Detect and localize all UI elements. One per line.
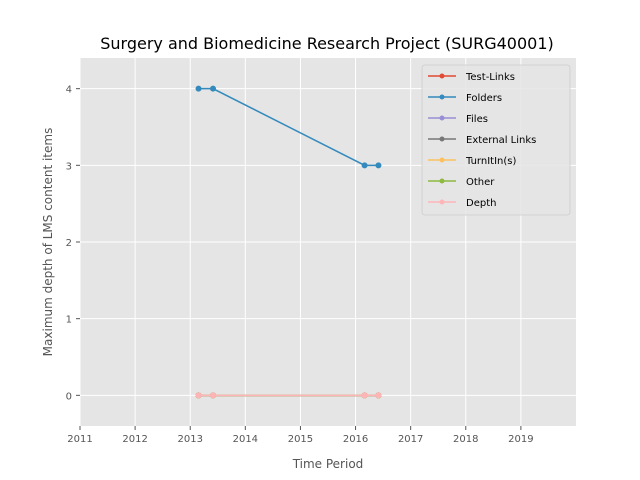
y-tick-label: 3 [66,161,72,172]
legend-label: Folders [466,93,502,104]
legend-marker [439,136,445,142]
legend: Test-Links Folders Files External Links Turn… [421,64,571,216]
x-axis-ticks: 2011 2012 2013 2014 2015 2016 2017 2018 2019 [67,426,534,445]
legend-item: Folders [428,93,502,104]
x-tick-label: 2011 [67,434,92,445]
x-tick-label: 2015 [288,434,313,445]
legend-label: External Links [466,135,536,146]
x-axis-label: Time Period [292,457,364,471]
legend-item: Other [428,177,495,188]
legend-label: Depth [466,198,496,209]
data-point [195,392,202,399]
legend-marker [439,178,445,184]
y-tick-label: 4 [66,85,72,96]
chart-title: Surgery and Biomedicine Research Project… [100,34,554,53]
legend-marker [439,94,445,100]
data-point [195,85,202,92]
legend-item: External Links [428,135,536,146]
x-tick-label: 2017 [398,434,423,445]
legend-item: TurnItIn(s) [428,156,516,167]
data-point [361,392,368,399]
legend-item: Depth [428,198,496,209]
x-tick-label: 2012 [122,434,147,445]
series-line [198,87,379,167]
data-point [375,392,382,399]
y-axis-label: Maximum depth of LMS content items [41,128,55,357]
y-tick-label: 1 [66,315,72,326]
y-tick-label: 0 [66,391,72,402]
legend-label: Files [466,114,488,125]
legend-box [421,64,571,216]
x-tick-label: 2019 [508,434,533,445]
x-tick-label: 2013 [177,434,202,445]
series-depth [195,392,382,399]
legend-label: Other [466,177,495,188]
series-layer [195,85,382,399]
legend-marker [439,199,445,205]
legend-marker [439,115,445,121]
x-tick-label: 2016 [343,434,368,445]
x-tick-label: 2014 [233,434,258,445]
data-point [210,85,217,92]
x-tick-label: 2018 [453,434,478,445]
y-tick-label: 2 [66,238,72,249]
data-point [375,162,382,169]
legend-marker [439,157,445,163]
data-point [361,162,368,169]
legend-label: Test-Links [465,72,515,83]
data-point [210,392,217,399]
y-axis-ticks: 0 1 2 3 4 [66,85,80,402]
legend-item: Files [428,114,488,125]
legend-label: TurnItIn(s) [465,156,516,167]
series-folders [195,85,382,169]
legend-item: Test-Links [428,72,515,83]
legend-marker [439,73,445,79]
